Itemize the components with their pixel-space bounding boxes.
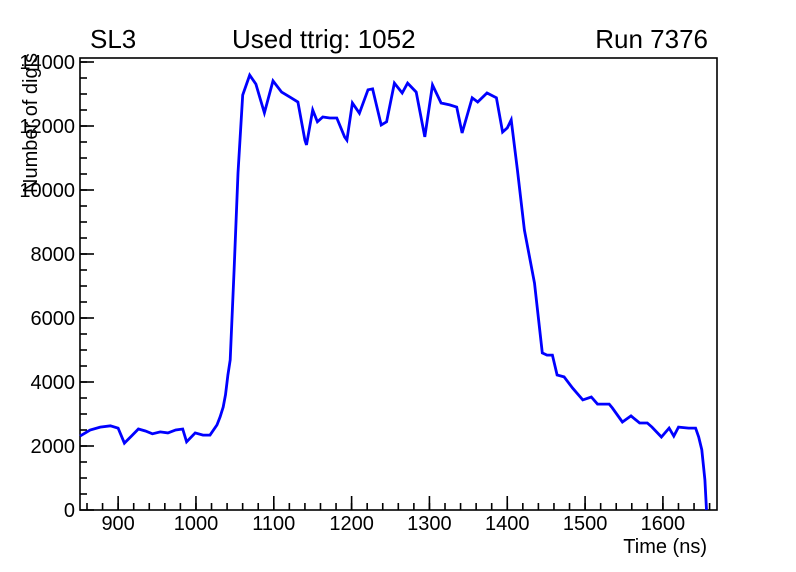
y-tick-label: 2000: [31, 436, 76, 458]
plot-frame: [79, 57, 718, 511]
y-tick-label: 0: [64, 500, 75, 522]
x-axis-title: Time (ns): [623, 536, 707, 558]
run-title: Run 7376: [595, 24, 708, 54]
y-tick-label: 10000: [19, 180, 75, 202]
x-tick-label: 900: [101, 513, 134, 535]
y-tick-label: 6000: [31, 308, 76, 330]
x-tick-label: 1500: [563, 513, 608, 535]
x-tick-label: 1300: [407, 513, 452, 535]
ttrig-title: Used ttrig: 1052: [232, 24, 416, 54]
x-tick-label: 1600: [641, 513, 686, 535]
y-tick-label: 12000: [19, 116, 75, 138]
y-axis-title: Number of digis: [20, 52, 42, 193]
y-tick-label: 8000: [31, 244, 76, 266]
x-tick-label: 1400: [485, 513, 530, 535]
x-tick-label: 1200: [329, 513, 374, 535]
y-tick-label: 4000: [31, 372, 76, 394]
x-tick-label: 1000: [174, 513, 219, 535]
y-tick-label: 14000: [19, 52, 75, 74]
x-tick-label: 1100: [252, 513, 295, 535]
timebox-curve: [79, 72, 708, 511]
superlayer-title: SL3: [90, 24, 137, 54]
